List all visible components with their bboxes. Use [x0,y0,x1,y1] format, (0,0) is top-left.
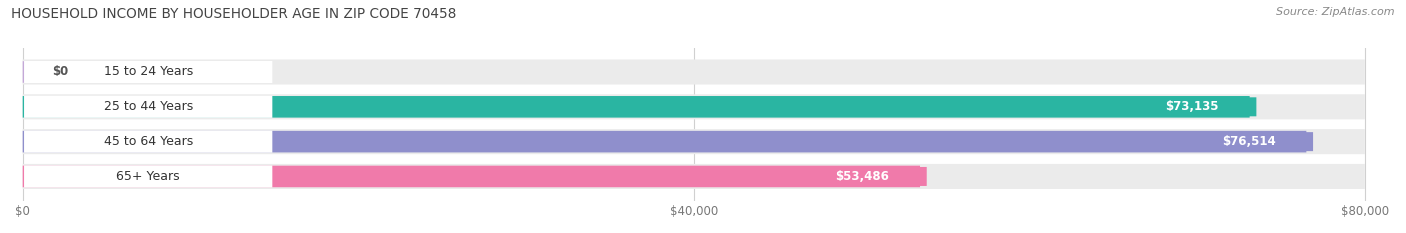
FancyBboxPatch shape [1128,97,1257,116]
Text: 45 to 64 Years: 45 to 64 Years [104,135,193,148]
Text: $0: $0 [52,65,69,79]
FancyBboxPatch shape [22,129,1365,154]
FancyBboxPatch shape [24,61,273,83]
Text: 25 to 44 Years: 25 to 44 Years [104,100,193,113]
FancyBboxPatch shape [797,167,927,186]
Text: $76,514: $76,514 [1222,135,1275,148]
FancyBboxPatch shape [22,59,1365,85]
Text: HOUSEHOLD INCOME BY HOUSEHOLDER AGE IN ZIP CODE 70458: HOUSEHOLD INCOME BY HOUSEHOLDER AGE IN Z… [11,7,457,21]
FancyBboxPatch shape [22,131,1306,152]
FancyBboxPatch shape [22,94,1365,119]
Text: 15 to 24 Years: 15 to 24 Years [104,65,193,79]
FancyBboxPatch shape [22,96,1250,118]
Text: 65+ Years: 65+ Years [117,170,180,183]
FancyBboxPatch shape [22,166,920,187]
Text: $53,486: $53,486 [835,170,889,183]
Text: Source: ZipAtlas.com: Source: ZipAtlas.com [1277,7,1395,17]
FancyBboxPatch shape [24,131,273,153]
FancyBboxPatch shape [24,96,273,118]
FancyBboxPatch shape [22,164,1365,189]
FancyBboxPatch shape [22,61,39,83]
FancyBboxPatch shape [1184,132,1313,151]
FancyBboxPatch shape [24,165,273,188]
Text: $73,135: $73,135 [1166,100,1219,113]
